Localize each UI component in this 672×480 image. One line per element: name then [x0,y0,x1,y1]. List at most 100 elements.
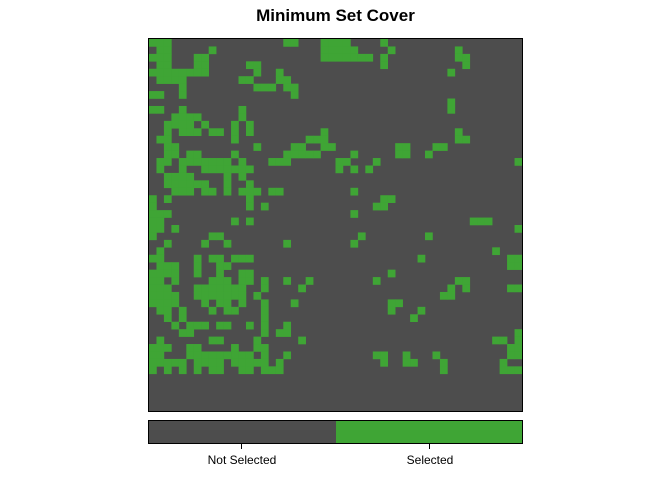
selected-cell [193,158,202,166]
selected-cell [186,180,195,189]
selected-cell [253,68,262,77]
selected-cell [514,284,522,293]
selected-cell [171,225,180,233]
selected-cell [186,344,195,352]
selected-cell [163,150,172,159]
selected-cell [193,269,202,278]
selected-cell [231,120,239,129]
selected-cell [231,351,239,360]
selected-cell [178,366,187,375]
selected-cell [283,76,292,84]
selected-cell [223,165,232,174]
selected-cell [298,336,306,345]
selected-cell [260,306,269,315]
selected-cell [193,61,202,70]
selected-cell [499,366,508,375]
selected-cell [245,128,254,137]
selected-cell [507,351,515,360]
selected-cell [216,277,224,285]
selected-cell [462,53,471,62]
selected-cell [462,284,471,293]
selected-cell [178,358,187,367]
selected-cell [208,158,217,166]
selected-cell [149,210,157,218]
selected-cell [245,358,254,367]
selected-cell [357,53,366,62]
selected-cell [245,366,254,375]
selected-cell [193,366,202,375]
selected-cell [149,291,157,300]
selected-cell [156,269,165,278]
selected-cell [156,68,165,77]
selected-cell [171,113,180,122]
selected-cell [193,128,202,137]
selected-cell [238,358,247,367]
selected-cell [268,366,277,375]
selected-cell [260,344,269,352]
selected-cell [283,239,292,248]
selected-cell [193,358,202,367]
selected-cell [395,150,403,159]
selected-cell [163,358,172,367]
selected-cell [380,195,389,203]
selected-cell [454,46,463,55]
selected-cell [163,46,172,55]
selected-cell [238,187,247,196]
selected-cell [275,366,284,375]
selected-cell [171,120,180,129]
selected-cell [231,344,239,352]
selected-cell [149,105,157,114]
selected-cell [350,210,359,218]
selected-cell [186,321,195,330]
selected-cell [447,105,456,114]
selected-cell [149,202,157,211]
selected-cell [163,135,172,144]
selected-cell [223,158,232,166]
selected-cell [156,358,165,367]
selected-cell [245,202,254,211]
selected-cell [171,68,180,77]
selected-cell [178,180,187,189]
selected-cell [260,314,269,323]
selected-cell [193,254,202,263]
selected-cell [231,358,239,367]
selected-cell [439,366,448,375]
selected-cell [507,262,515,270]
selected-cell [425,150,433,159]
selected-cell [231,254,239,263]
selected-cell [231,291,239,300]
selected-cell [350,239,359,248]
selected-cell [253,336,262,345]
selected-cell [469,217,478,226]
selected-cell [335,53,344,62]
selected-cell [149,39,157,47]
selected-cell [193,150,202,159]
selected-cell [402,143,411,151]
selected-cell [208,366,217,375]
selected-cell [320,143,329,151]
selected-cell [208,336,217,345]
selected-cell [208,187,217,196]
selected-cell [283,277,292,285]
selected-cell [216,366,224,375]
selected-cell [216,299,224,308]
selected-cell [193,180,202,189]
selected-cell [223,172,232,181]
selected-cell [171,321,180,330]
selected-cell [342,158,351,166]
selected-cell [253,291,262,300]
selected-cell [268,187,277,196]
selected-cell [149,217,157,226]
selected-cell [171,299,180,308]
selected-cell [216,158,224,166]
selected-cell [350,187,359,196]
selected-cell [171,143,180,151]
selected-cell [223,321,232,330]
selected-cell [216,262,224,270]
selected-cell [186,329,195,337]
selected-cell [149,299,157,308]
selected-cell [171,172,180,181]
selected-cell [298,284,306,293]
selected-cell [201,61,209,70]
selected-cell [245,217,254,226]
